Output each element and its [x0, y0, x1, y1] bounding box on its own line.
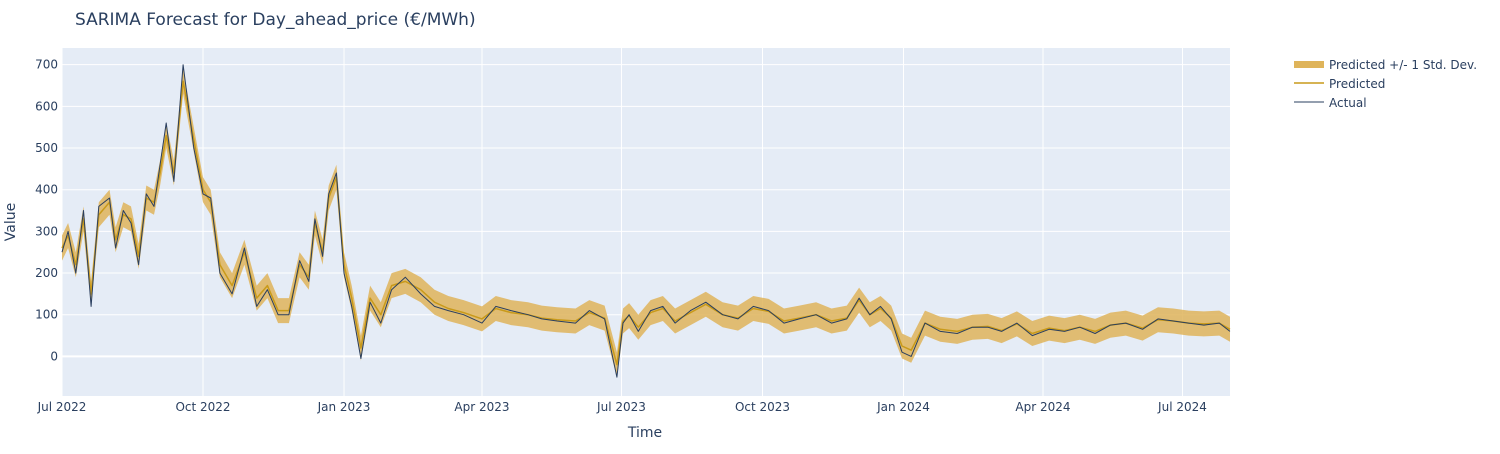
- y-tick-label: 200: [35, 266, 58, 280]
- y-tick-label: 0: [50, 349, 58, 363]
- legend-actual-label[interactable]: Actual: [1329, 96, 1367, 110]
- series-lines: [61, 64, 1231, 378]
- std-dev-band-area: [62, 68, 1230, 378]
- legend-predicted-label[interactable]: Predicted: [1329, 77, 1385, 91]
- x-tick-label: Oct 2023: [735, 400, 790, 414]
- x-tick-labels: Jul 2022 Oct 2022 Jan 2023 Apr 2023 Jul 2023…: [37, 400, 1207, 414]
- actual-line: [61, 64, 1231, 378]
- x-tick-label: Jan 2023: [317, 400, 371, 414]
- y-tick-label: 400: [35, 183, 58, 197]
- x-tick-label: Apr 2023: [454, 400, 509, 414]
- x-tick-label: Jul 2023: [596, 400, 646, 414]
- x-tick-label: Jan 2024: [876, 400, 930, 414]
- y-tick-label: 100: [35, 308, 58, 322]
- predicted-line: [61, 80, 1231, 366]
- y-axis-label: Value: [3, 203, 19, 241]
- legend-band-label[interactable]: Predicted +/- 1 Std. Dev.: [1329, 58, 1477, 72]
- x-tick-label: Oct 2022: [175, 400, 230, 414]
- legend-band-swatch[interactable]: [1294, 61, 1324, 68]
- y-tick-label: 300: [35, 224, 58, 238]
- x-tick-label: Apr 2024: [1015, 400, 1070, 414]
- legend: Predicted +/- 1 Std. Dev. Predicted Actu…: [1294, 58, 1477, 110]
- grid-lines: [61, 48, 1230, 396]
- chart-title: SARIMA Forecast for Day_ahead_price (€/M…: [75, 10, 476, 30]
- y-tick-label: 500: [35, 141, 58, 155]
- x-tick-label: Jul 2022: [37, 400, 87, 414]
- plot-background: [62, 48, 1230, 396]
- std-dev-band: [62, 68, 1230, 378]
- y-tick-label: 700: [35, 58, 58, 72]
- y-tick-labels: 0 100 200 300 400 500 600 700: [35, 58, 58, 364]
- x-axis-label: Time: [627, 425, 662, 441]
- x-tick-label: Jul 2024: [1157, 400, 1207, 414]
- y-tick-label: 600: [35, 99, 58, 113]
